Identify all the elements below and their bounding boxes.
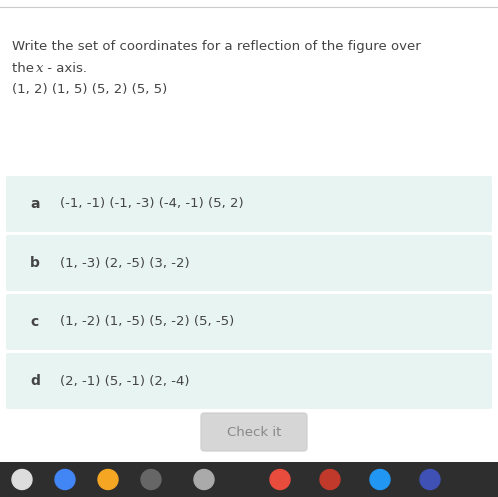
Text: Write the set of coordinates for a reflection of the figure over: Write the set of coordinates for a refle… (12, 40, 421, 53)
Text: (1, 2) (1, 5) (5, 2) (5, 5): (1, 2) (1, 5) (5, 2) (5, 5) (12, 83, 167, 96)
Text: (1, -2) (1, -5) (5, -2) (5, -5): (1, -2) (1, -5) (5, -2) (5, -5) (60, 316, 234, 329)
FancyBboxPatch shape (6, 176, 492, 232)
Text: (-1, -1) (-1, -3) (-4, -1) (5, 2): (-1, -1) (-1, -3) (-4, -1) (5, 2) (60, 197, 244, 211)
Text: (2, -1) (5, -1) (2, -4): (2, -1) (5, -1) (2, -4) (60, 375, 190, 388)
Circle shape (55, 470, 75, 490)
Circle shape (420, 470, 440, 490)
Text: d: d (30, 374, 40, 388)
Text: b: b (30, 256, 40, 270)
Circle shape (141, 470, 161, 490)
Circle shape (270, 470, 290, 490)
Text: the: the (12, 62, 38, 75)
Text: - axis.: - axis. (43, 62, 87, 75)
Circle shape (320, 470, 340, 490)
Text: Check it: Check it (227, 425, 281, 438)
Circle shape (194, 470, 214, 490)
Text: a: a (30, 197, 39, 211)
Circle shape (370, 470, 390, 490)
Text: x: x (36, 62, 43, 75)
FancyBboxPatch shape (6, 353, 492, 409)
FancyBboxPatch shape (201, 413, 307, 451)
Circle shape (98, 470, 118, 490)
Text: (1, -3) (2, -5) (3, -2): (1, -3) (2, -5) (3, -2) (60, 256, 190, 269)
Text: c: c (30, 315, 38, 329)
FancyBboxPatch shape (6, 294, 492, 350)
FancyBboxPatch shape (6, 235, 492, 291)
FancyBboxPatch shape (0, 462, 498, 497)
Circle shape (12, 470, 32, 490)
